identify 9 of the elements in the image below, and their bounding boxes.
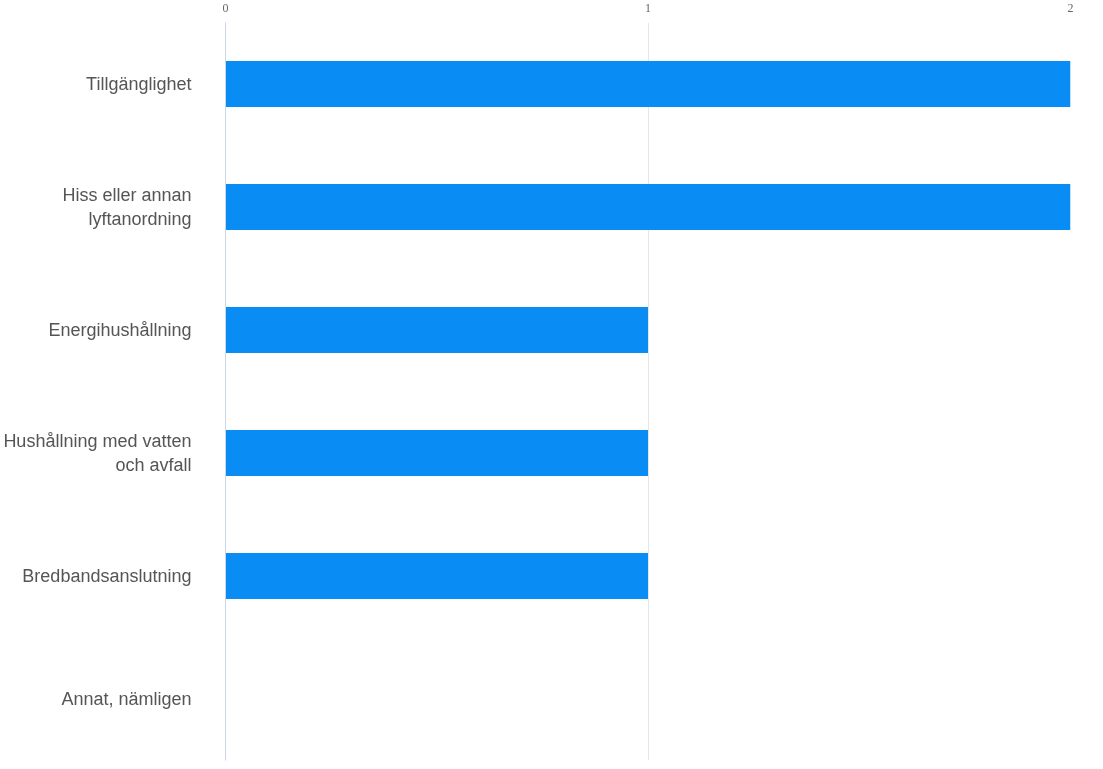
x-tick-label: 1	[645, 0, 651, 15]
x-tick-label: 0	[222, 0, 229, 15]
y-tick-label: Tillgänglighet	[86, 74, 192, 94]
y-tick-label: Hiss eller annan lyftanordning	[62, 185, 192, 229]
y-tick-label: Annat, nämligen	[61, 689, 192, 709]
y-tick-label: Energihushållning	[48, 320, 192, 340]
y-tick-label: Bredbandsanslutning	[22, 566, 192, 586]
y-tick-label: Hushållning med vatten och avfall	[3, 431, 192, 475]
x-tick-label: 2	[1067, 0, 1074, 15]
